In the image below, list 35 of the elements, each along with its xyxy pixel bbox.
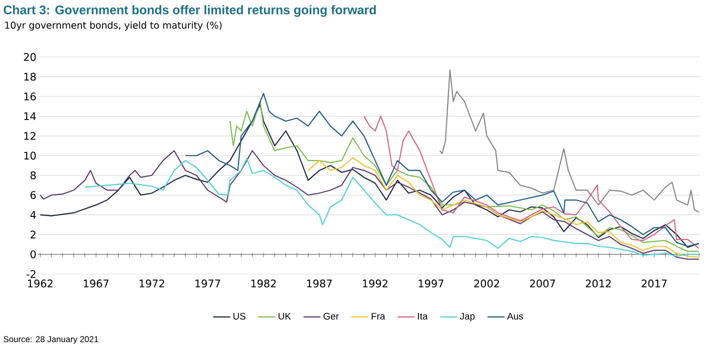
y-tick-label: 12 xyxy=(24,132,36,140)
legend-label: Ita xyxy=(418,312,428,320)
y-tick-label: 8 xyxy=(30,171,36,180)
line-series xyxy=(439,69,700,212)
y-tick-label: 0 xyxy=(30,250,36,258)
x-tick-label: 1967 xyxy=(84,280,108,288)
y-tick-label: 4 xyxy=(30,211,36,219)
x-tick-label: 1977 xyxy=(196,280,220,288)
y-tick-label: -2 xyxy=(26,270,36,278)
y-axis-title: 10yr government bonds, yield to maturity (%) xyxy=(5,21,222,31)
x-tick-label: 1982 xyxy=(251,280,276,288)
legend-label: US xyxy=(233,312,246,320)
y-tick-label: 2 xyxy=(30,230,36,238)
x-tick-label: 1992 xyxy=(362,280,388,288)
x-tick-label: 1987 xyxy=(307,280,332,288)
y-tick-label: 16 xyxy=(24,92,36,100)
legend-label: UK xyxy=(278,312,291,320)
y-tick-label: 10 xyxy=(24,152,36,160)
x-tick-label: 1997 xyxy=(418,280,444,288)
legend-label: Aus xyxy=(507,312,524,320)
legend-label: Jap xyxy=(460,312,475,322)
x-tick-label: 2012 xyxy=(586,280,611,288)
y-tick-label: 6 xyxy=(30,191,36,200)
source-note: Source: 28 January 2021 xyxy=(4,336,98,344)
y-tick-label: 20 xyxy=(24,53,36,61)
x-tick-label: 2017 xyxy=(642,280,667,288)
chart-title: Chart 3: Government bonds offer limited returns going forward xyxy=(4,5,376,17)
legend-label: Fra xyxy=(372,312,386,320)
x-tick-label: 2007 xyxy=(530,280,555,288)
x-tick-label: 2002 xyxy=(474,280,500,288)
x-tick-label: 1972 xyxy=(140,280,164,288)
y-tick-label: 18 xyxy=(24,72,36,81)
x-tick-label: 1962 xyxy=(28,280,52,288)
legend-label: Ger xyxy=(324,312,339,320)
y-tick-label: 14 xyxy=(24,112,36,120)
